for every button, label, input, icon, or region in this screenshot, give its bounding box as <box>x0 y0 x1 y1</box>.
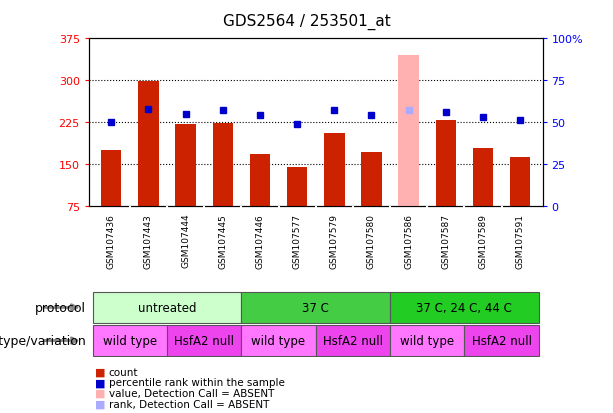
Text: ■: ■ <box>95 399 105 409</box>
Text: protocol: protocol <box>35 301 86 314</box>
Bar <box>398 56 419 206</box>
Bar <box>242 292 390 323</box>
Bar <box>473 149 493 206</box>
Bar <box>324 134 345 206</box>
Text: count: count <box>109 367 138 377</box>
Text: rank, Detection Call = ABSENT: rank, Detection Call = ABSENT <box>109 399 269 409</box>
Bar <box>175 125 196 206</box>
Text: wild type: wild type <box>103 334 157 347</box>
Bar <box>249 154 270 206</box>
Text: GSM107587: GSM107587 <box>441 213 451 268</box>
Bar <box>93 292 242 323</box>
Bar <box>93 325 167 356</box>
Text: wild type: wild type <box>251 334 305 347</box>
Text: ■: ■ <box>95 388 105 398</box>
Bar <box>361 152 382 206</box>
Text: HsfA2 null: HsfA2 null <box>174 334 234 347</box>
Text: wild type: wild type <box>400 334 454 347</box>
Bar <box>390 292 539 323</box>
Text: ■: ■ <box>95 377 105 387</box>
Text: GSM107579: GSM107579 <box>330 213 339 268</box>
Text: GDS2564 / 253501_at: GDS2564 / 253501_at <box>223 13 390 30</box>
Bar <box>287 168 307 206</box>
Text: ■: ■ <box>95 367 105 377</box>
Bar <box>465 325 539 356</box>
Text: GSM107586: GSM107586 <box>404 213 413 268</box>
Bar <box>101 151 121 206</box>
Text: GSM107443: GSM107443 <box>144 213 153 268</box>
Text: GSM107589: GSM107589 <box>479 213 487 268</box>
Bar <box>390 325 465 356</box>
Bar <box>167 325 242 356</box>
Text: GSM107446: GSM107446 <box>256 213 264 268</box>
Text: GSM107444: GSM107444 <box>181 213 190 268</box>
Text: untreated: untreated <box>138 301 196 314</box>
Text: genotype/variation: genotype/variation <box>0 334 86 347</box>
Text: GSM107580: GSM107580 <box>367 213 376 268</box>
Bar <box>213 123 233 206</box>
Bar <box>138 82 159 206</box>
Bar <box>242 325 316 356</box>
Text: HsfA2 null: HsfA2 null <box>323 334 383 347</box>
Text: GSM107445: GSM107445 <box>218 213 227 268</box>
Bar <box>316 325 390 356</box>
Bar <box>510 157 530 206</box>
Text: value, Detection Call = ABSENT: value, Detection Call = ABSENT <box>109 388 274 398</box>
Bar <box>436 121 456 206</box>
Text: GSM107577: GSM107577 <box>292 213 302 268</box>
Text: 37 C, 24 C, 44 C: 37 C, 24 C, 44 C <box>416 301 512 314</box>
Text: GSM107436: GSM107436 <box>107 213 116 268</box>
Text: HsfA2 null: HsfA2 null <box>471 334 531 347</box>
Text: percentile rank within the sample: percentile rank within the sample <box>109 377 284 387</box>
Text: 37 C: 37 C <box>302 301 329 314</box>
Text: GSM107591: GSM107591 <box>516 213 525 268</box>
